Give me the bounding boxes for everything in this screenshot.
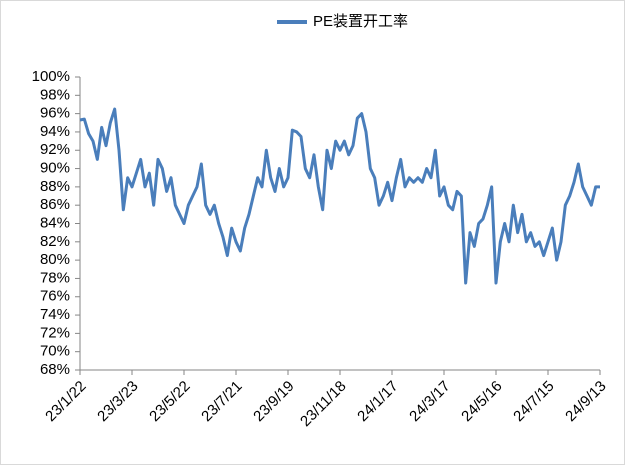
y-tick-label: 76% <box>40 288 70 305</box>
y-tick-label: 68% <box>40 361 70 378</box>
y-tick-label: 100% <box>32 68 70 85</box>
y-tick-label: 94% <box>40 123 70 140</box>
y-tick-label: 98% <box>40 86 70 103</box>
legend-label: PE装置开工率 <box>313 13 408 30</box>
y-tick-label: 88% <box>40 178 70 195</box>
y-tick-label: 70% <box>40 343 70 360</box>
y-tick-label: 86% <box>40 196 70 213</box>
series-line <box>79 107 600 285</box>
y-tick-label: 90% <box>40 160 70 177</box>
y-tick-label: 92% <box>40 141 70 158</box>
y-tick-label: 78% <box>40 269 70 286</box>
y-tick-label: 72% <box>40 324 70 341</box>
y-tick-label: 96% <box>40 105 70 122</box>
y-tick-label: 80% <box>40 251 70 268</box>
y-tick-label: 82% <box>40 233 70 250</box>
y-tick-label: 74% <box>40 306 70 323</box>
y-tick-label: 84% <box>40 214 70 231</box>
